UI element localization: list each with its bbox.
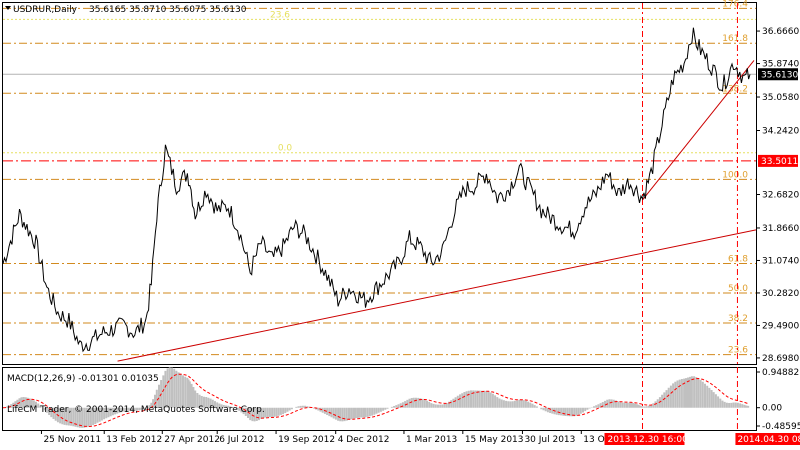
macd-label: MACD(12,26,9) -0.01301 0.01035 xyxy=(7,374,159,384)
x-tick-label: 27 Apr 2012 xyxy=(164,435,220,445)
macd-tick-label: -0.48595 xyxy=(762,422,800,432)
fib-level-label: 50.0 xyxy=(728,284,748,294)
macd-axis: 0.94882 0.00 -0.48595 xyxy=(756,368,800,432)
fib-level-label: 61.8 xyxy=(728,254,748,264)
fib-top-label: 23.6 xyxy=(270,10,290,20)
y-tick-label: 36.6660 xyxy=(762,27,799,37)
ohlc-values: 35.6165 35.8710 35.6075 35.6130 xyxy=(89,5,247,15)
header: USDRUR,Daily 35.6165 35.8710 35.6075 35.… xyxy=(5,5,247,15)
y-tick-label: 35.0580 xyxy=(762,93,799,103)
watermark: LifeCM Trader, © 2001-2014, MetaQuotes S… xyxy=(7,405,265,415)
chevron-down-icon[interactable] xyxy=(5,6,11,10)
vline-date-label: 2014.04.30 08:00 xyxy=(737,435,800,445)
y-tick-label: 28.6980 xyxy=(762,354,799,364)
y-tick-label: 31.0740 xyxy=(762,256,799,266)
y-tick-label: 35.8740 xyxy=(762,60,799,70)
x-tick-label: 15 May 2013 xyxy=(465,435,524,445)
symbol-label: USDRUR,Daily xyxy=(13,5,78,15)
short-trendline xyxy=(642,60,755,201)
x-tick-label: 13 Feb 2012 xyxy=(106,435,162,445)
x-tick-label: 6 Jul 2012 xyxy=(219,435,264,445)
y-tick-label: 31.8660 xyxy=(762,224,799,234)
long-trendline xyxy=(117,229,757,362)
fib-level-label: 100.0 xyxy=(722,170,748,180)
macd-tick-label: 0.94882 xyxy=(762,368,799,378)
y-tick-label: 30.2820 xyxy=(762,289,799,299)
vline-date-badge xyxy=(604,433,685,445)
macd-signal-line xyxy=(2,373,749,428)
macd-histogram xyxy=(4,367,750,428)
fib-level-label: 23.6 xyxy=(728,346,748,356)
x-tick-label: 30 Jul 2013 xyxy=(524,435,575,445)
trendlines xyxy=(117,60,757,362)
fib-level-label: 161.8 xyxy=(722,34,748,44)
price-axis: 36.6660 35.8740 35.0580 34.2420 32.6820 31.86… xyxy=(756,27,799,364)
price-series xyxy=(2,27,751,353)
x-tick-label: 4 Dec 2012 xyxy=(338,435,390,445)
main-panel-frame xyxy=(2,2,757,365)
x-tick-label: 25 Nov 2011 xyxy=(43,435,101,445)
y-tick-label: 29.4900 xyxy=(762,321,799,331)
vline-date-label: 2013.12.30 16:00 xyxy=(608,435,689,445)
y-tick-label: 34.2420 xyxy=(762,126,799,136)
x-tick-label: 19 Sep 2012 xyxy=(278,435,335,445)
price-line xyxy=(2,27,751,353)
x-tick-label: 1 Mar 2013 xyxy=(406,435,457,445)
support-price-badge xyxy=(758,154,798,167)
fib-top-label: 0.0 xyxy=(278,144,293,154)
x-tick-label: 13 Oct xyxy=(583,435,613,445)
y-tick-label: 32.6820 xyxy=(762,190,799,200)
support-price-label: 33.5011 xyxy=(761,157,798,167)
current-price-badge xyxy=(758,68,798,81)
fibonacci-levels: 23.6 38.2 50.0 61.8 100.0 138.2 161.8 176.4 23.6… xyxy=(3,0,756,356)
current-price-label: 35.6130 xyxy=(761,70,798,80)
fib-level-label: 138.2 xyxy=(722,84,748,94)
vline-date-badge xyxy=(735,433,800,445)
macd-panel-frame xyxy=(2,367,757,431)
fib-level-label: 38.2 xyxy=(728,314,748,324)
macd-indicator xyxy=(2,367,750,428)
fib-level-label: 176.4 xyxy=(722,0,748,9)
macd-tick-label: 0.00 xyxy=(762,404,782,414)
time-axis: 25 Nov 2011 13 Feb 2012 27 Apr 2012 6 Jul 2… xyxy=(40,430,800,445)
